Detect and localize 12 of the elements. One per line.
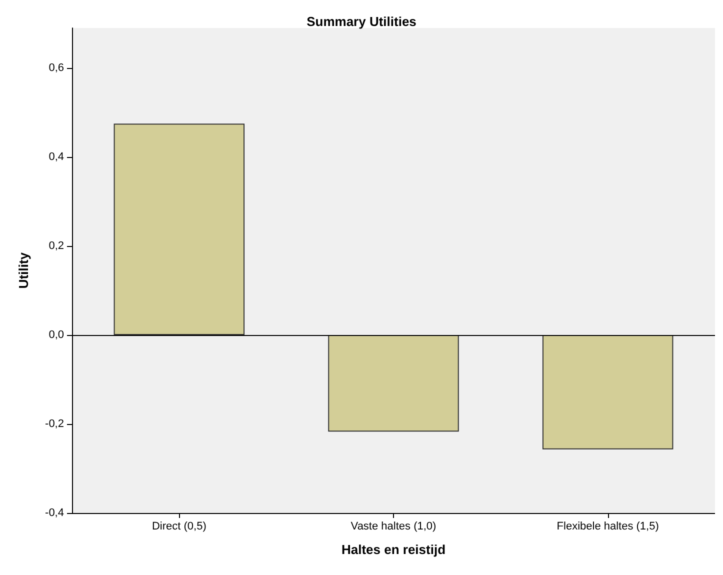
- x-tick-label: Flexibele haltes (1,5): [556, 520, 659, 532]
- y-axis-title: Utility: [16, 252, 31, 289]
- x-tick-label: Vaste haltes (1,0): [350, 520, 436, 532]
- chart-title: Summary Utilities: [306, 14, 416, 29]
- y-tick-label: -0,4: [45, 507, 64, 519]
- x-axis-title: Haltes en reistijd: [341, 542, 446, 557]
- y-tick-label: 0,4: [48, 151, 64, 164]
- x-tick-label: Direct (0,5): [152, 520, 206, 532]
- y-tick-label: 0,2: [48, 240, 64, 252]
- y-tick-label: 0,0: [48, 329, 64, 342]
- y-tick-label: -0,2: [45, 418, 64, 430]
- y-tick-label: 0,6: [48, 62, 64, 74]
